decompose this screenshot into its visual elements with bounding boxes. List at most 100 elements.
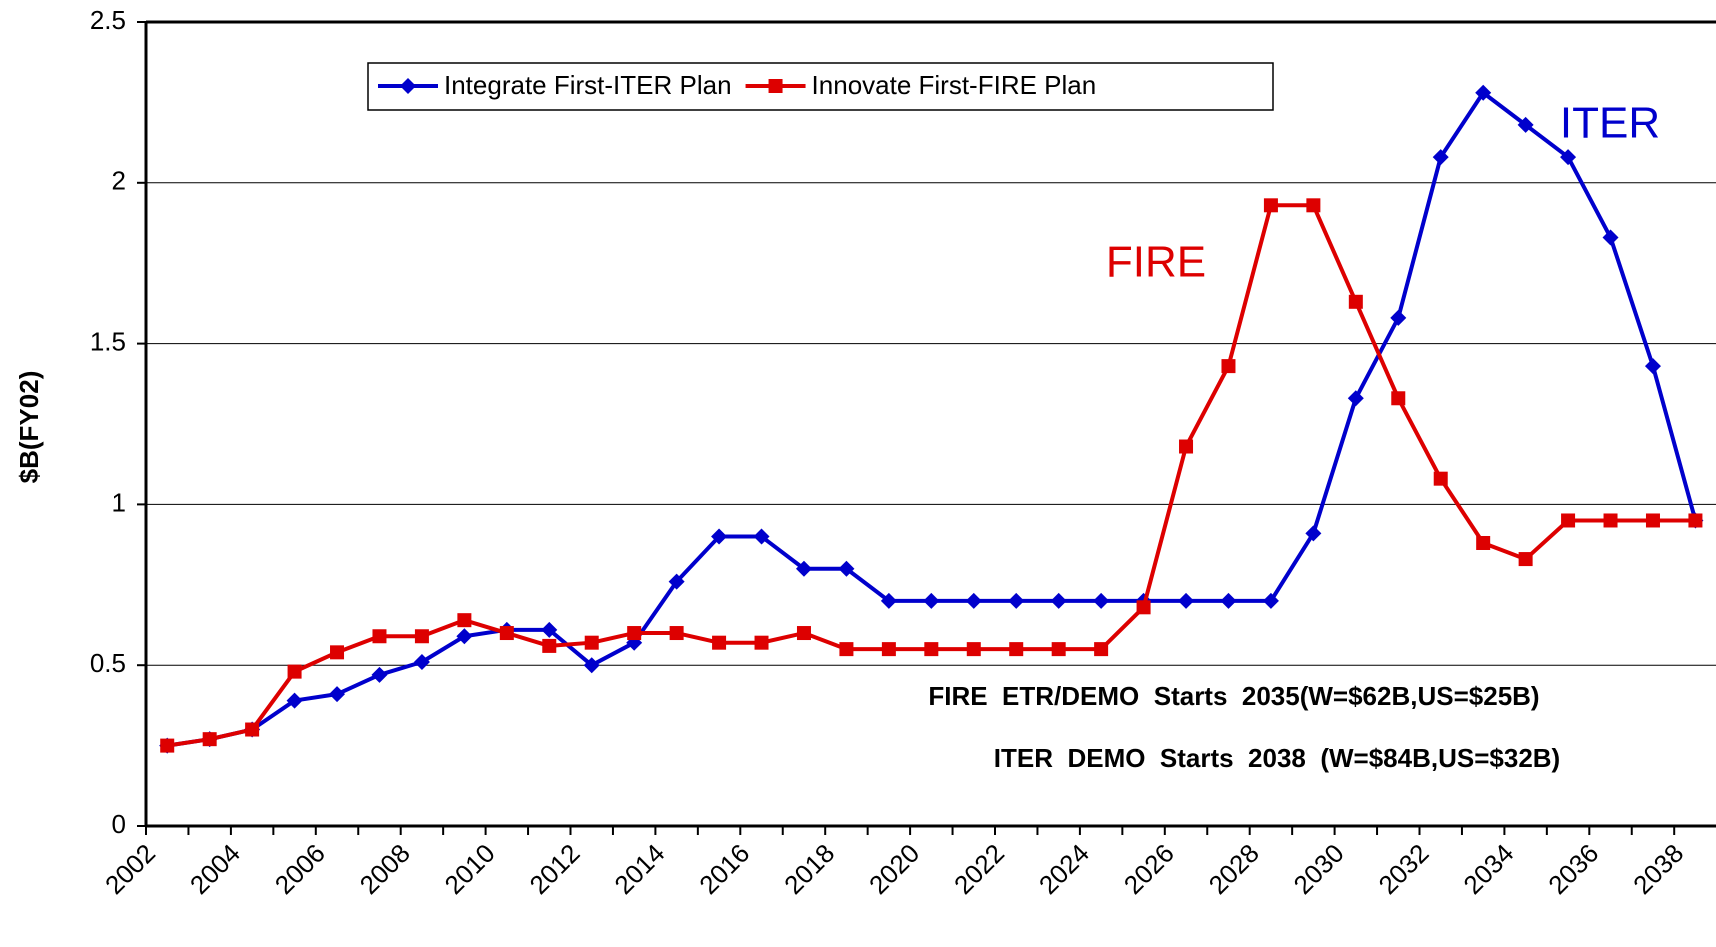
data-point	[965, 592, 982, 609]
y-tick-label: 2	[112, 166, 126, 196]
y-tick-label: 0	[112, 809, 126, 839]
data-point	[711, 528, 728, 545]
data-point	[753, 528, 770, 545]
data-point	[1347, 390, 1364, 407]
data-point	[330, 645, 345, 660]
data-point	[1178, 592, 1195, 609]
x-tick-label: 2014	[608, 838, 670, 900]
y-axis-label: $B(FY02)	[14, 371, 44, 484]
data-point	[372, 629, 387, 644]
data-point	[669, 626, 684, 641]
legend-marker	[400, 78, 416, 94]
x-tick-label: 2022	[948, 838, 1010, 900]
data-point	[371, 666, 388, 683]
data-point	[1390, 309, 1407, 326]
data-point	[880, 592, 897, 609]
legend-marker	[768, 79, 783, 93]
x-tick-label: 2008	[354, 838, 416, 900]
data-point	[329, 686, 346, 703]
y-tick-label: 1	[112, 487, 126, 517]
data-point	[287, 664, 302, 679]
data-point	[754, 635, 769, 650]
data-point	[1432, 149, 1449, 166]
data-point	[1645, 513, 1660, 528]
data-point	[1305, 525, 1322, 542]
y-tick-label: 2.5	[90, 5, 126, 35]
data-point	[923, 592, 940, 609]
legend-label: Innovate First-FIRE Plan	[812, 70, 1097, 100]
data-point	[1050, 592, 1067, 609]
data-point	[795, 560, 812, 577]
data-point	[966, 642, 981, 657]
data-point	[1644, 358, 1661, 375]
x-tick-label: 2038	[1627, 838, 1689, 900]
x-tick-label: 2036	[1542, 838, 1604, 900]
legend-box	[367, 62, 1274, 111]
data-point	[712, 635, 727, 650]
x-tick-label: 2006	[269, 838, 331, 900]
data-point	[1262, 592, 1279, 609]
data-point	[627, 626, 642, 641]
data-point	[1093, 592, 1110, 609]
data-point	[499, 626, 514, 641]
data-point	[1221, 359, 1236, 374]
data-point	[839, 642, 854, 657]
y-tick-label: 1.5	[90, 326, 126, 356]
data-point	[1476, 535, 1491, 550]
annotation: FIRE	[1106, 238, 1206, 287]
data-point	[160, 738, 175, 753]
x-tick-label: 2028	[1203, 838, 1265, 900]
data-point	[1179, 439, 1194, 454]
x-tick-label: 2024	[1033, 838, 1095, 900]
x-tick-label: 2020	[863, 838, 925, 900]
data-point	[584, 635, 599, 650]
x-tick-label: 2016	[693, 838, 755, 900]
data-point	[413, 653, 430, 670]
x-tick-label: 2012	[523, 838, 585, 900]
data-point	[1009, 642, 1024, 657]
data-point	[1306, 198, 1321, 213]
data-point	[1136, 600, 1151, 615]
x-tick-label: 2018	[778, 838, 840, 900]
data-point	[583, 657, 600, 674]
data-point	[668, 573, 685, 590]
data-point	[1094, 642, 1109, 657]
data-point	[1518, 552, 1533, 567]
x-tick-label: 2010	[439, 838, 501, 900]
data-point	[542, 638, 557, 653]
data-point	[1560, 149, 1577, 166]
y-tick-label: 0.5	[90, 648, 126, 678]
annotation: FIRE ETR/DEMO Starts 2035(W=$62B,US=$25B…	[928, 681, 1539, 711]
data-point	[1602, 229, 1619, 246]
x-tick-label: 2030	[1288, 838, 1350, 900]
data-point	[414, 629, 429, 644]
data-point	[456, 628, 473, 645]
data-point	[1603, 513, 1618, 528]
data-point	[1475, 84, 1492, 101]
data-point	[1051, 642, 1066, 657]
annotation: ITER DEMO Starts 2038 (W=$84B,US=$32B)	[994, 743, 1560, 773]
data-point	[838, 560, 855, 577]
data-point	[457, 613, 472, 628]
data-point	[202, 732, 217, 747]
data-point	[245, 722, 260, 737]
x-tick-label: 2004	[184, 838, 246, 900]
legend-label: Integrate First-ITER Plan	[444, 70, 732, 100]
series-line	[166, 203, 1696, 748]
data-point	[1433, 471, 1448, 486]
x-tick-label: 2032	[1372, 838, 1434, 900]
data-point	[1391, 391, 1406, 406]
data-point	[881, 642, 896, 657]
data-point	[1517, 116, 1534, 133]
x-tick-label: 2026	[1118, 838, 1180, 900]
data-point	[924, 642, 939, 657]
data-point	[541, 621, 558, 638]
x-tick-label: 2002	[99, 838, 161, 900]
data-point	[1688, 513, 1703, 528]
data-point	[1263, 198, 1278, 213]
data-point	[1561, 513, 1576, 528]
data-point	[1220, 592, 1237, 609]
data-point	[286, 692, 303, 709]
